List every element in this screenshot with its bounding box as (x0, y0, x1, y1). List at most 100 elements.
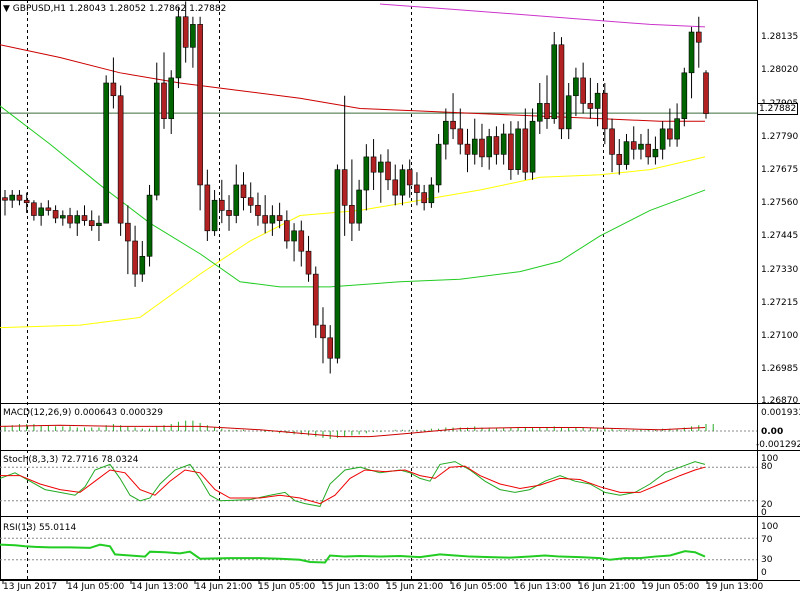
price-axis-label: 1.28020 (761, 65, 799, 75)
candle-body (38, 207, 44, 216)
candle-body (565, 95, 572, 130)
candle-body (674, 118, 680, 140)
candle-body (247, 197, 254, 206)
current-price-box: 1.27882 (757, 103, 799, 115)
ma-red-line (0, 44, 705, 122)
candle-body (457, 128, 464, 145)
candle-body (529, 120, 536, 173)
candle-body (96, 222, 102, 227)
stoch-main-line (0, 461, 706, 507)
candle-body (616, 154, 623, 165)
candle-body (153, 82, 160, 196)
ohlc-low: 1.27862 (149, 4, 187, 14)
plot-frame (0, 0, 758, 580)
candle-body (16, 194, 23, 201)
time-axis-label: 15 Jun 13:00 (322, 582, 380, 592)
ohlc-high: 1.28052 (108, 4, 147, 14)
candle-body (132, 240, 138, 275)
price-axis-label: 1.27330 (761, 265, 799, 275)
candle-body (240, 184, 247, 198)
candle-body (536, 103, 543, 122)
candle-body (551, 44, 558, 119)
symbol-label: GBPUSD,H1 (12, 4, 66, 14)
stoch-axis-20: 20 (761, 500, 773, 510)
candle-body (522, 128, 529, 173)
candle-body (103, 82, 109, 224)
rsi-axis-0: 0 (761, 568, 767, 578)
symbol-info: ▼ GBPUSD,H1 1.28043 1.28052 1.27862 1.27… (3, 4, 226, 15)
candle-body (587, 103, 594, 109)
candle-body (421, 192, 427, 204)
candle-body (479, 138, 485, 158)
candle-body (182, 16, 189, 48)
candle-body (609, 128, 615, 155)
macd-signal-line (0, 424, 706, 438)
candle-body (435, 143, 442, 186)
candle-body (659, 128, 666, 150)
candle-body (703, 72, 709, 114)
candle-body (74, 215, 81, 224)
candle-body (486, 136, 492, 158)
time-axis-label: 15 Jun 05:00 (258, 582, 316, 592)
candle-body (544, 103, 550, 119)
candle-body (110, 82, 117, 97)
candle-body (269, 215, 276, 224)
price-axis-label: 1.27560 (761, 198, 799, 208)
candle-body (9, 194, 16, 201)
rsi-axis-30: 30 (761, 555, 773, 565)
candle-body (580, 77, 586, 104)
candle-body (399, 169, 406, 196)
candle-body (341, 169, 348, 206)
candle-body (2, 197, 8, 201)
candle-body (623, 141, 630, 165)
candle-body (594, 92, 601, 109)
candle-body (233, 184, 240, 216)
candle-body (356, 189, 362, 224)
candle-body (117, 95, 124, 224)
candle-body (515, 128, 521, 170)
candle-body (67, 215, 73, 224)
candle-body (573, 77, 579, 97)
candle-body (60, 215, 66, 219)
candle-body (81, 215, 88, 221)
candle-body (327, 337, 334, 359)
time-axis-label: 16 Jun 05:00 (450, 582, 508, 592)
candle-body (45, 207, 52, 211)
candle-body (652, 148, 659, 158)
candle-body (414, 184, 420, 193)
time-axis-label: 14 Jun 21:00 (195, 582, 253, 592)
candle-body (493, 136, 500, 155)
candle-body (558, 44, 565, 130)
rsi-label: RSI(13) 55.0114 (3, 523, 77, 533)
price-axis-label: 1.27445 (761, 231, 799, 241)
candle-body (370, 156, 377, 173)
candle-body (377, 161, 384, 173)
ohlc-open: 1.28043 (68, 4, 107, 14)
candle-body (667, 128, 673, 140)
time-axis-label: 19 Jun 05:00 (642, 582, 700, 592)
candle-body (52, 210, 59, 219)
candle-body (638, 143, 644, 150)
rsi-line (0, 543, 706, 564)
candle-body (464, 143, 471, 155)
candle-body (645, 143, 651, 158)
candle-body (349, 205, 355, 224)
time-axis-label: 16 Jun 13:00 (514, 582, 572, 592)
candle-body (450, 120, 456, 130)
candle-body (500, 133, 507, 155)
stoch-label: Stoch(8,3,3) 72.7716 78.0324 (3, 455, 139, 465)
candle-body (226, 210, 232, 216)
candle-body (392, 179, 399, 196)
candle-body (125, 222, 131, 242)
time-axis-label: 16 Jun 21:00 (578, 582, 636, 592)
candle-body (602, 92, 608, 130)
candle-body (31, 202, 37, 216)
candle-body (276, 215, 283, 221)
time-axis-label: 15 Jun 21:00 (386, 582, 444, 592)
price-axis-label: 1.27100 (761, 331, 799, 341)
macd-axis-min: -0.001292 (756, 440, 800, 450)
price-axis-label: 1.27790 (761, 132, 799, 142)
candle-body (211, 199, 218, 232)
candle-body (695, 31, 702, 43)
